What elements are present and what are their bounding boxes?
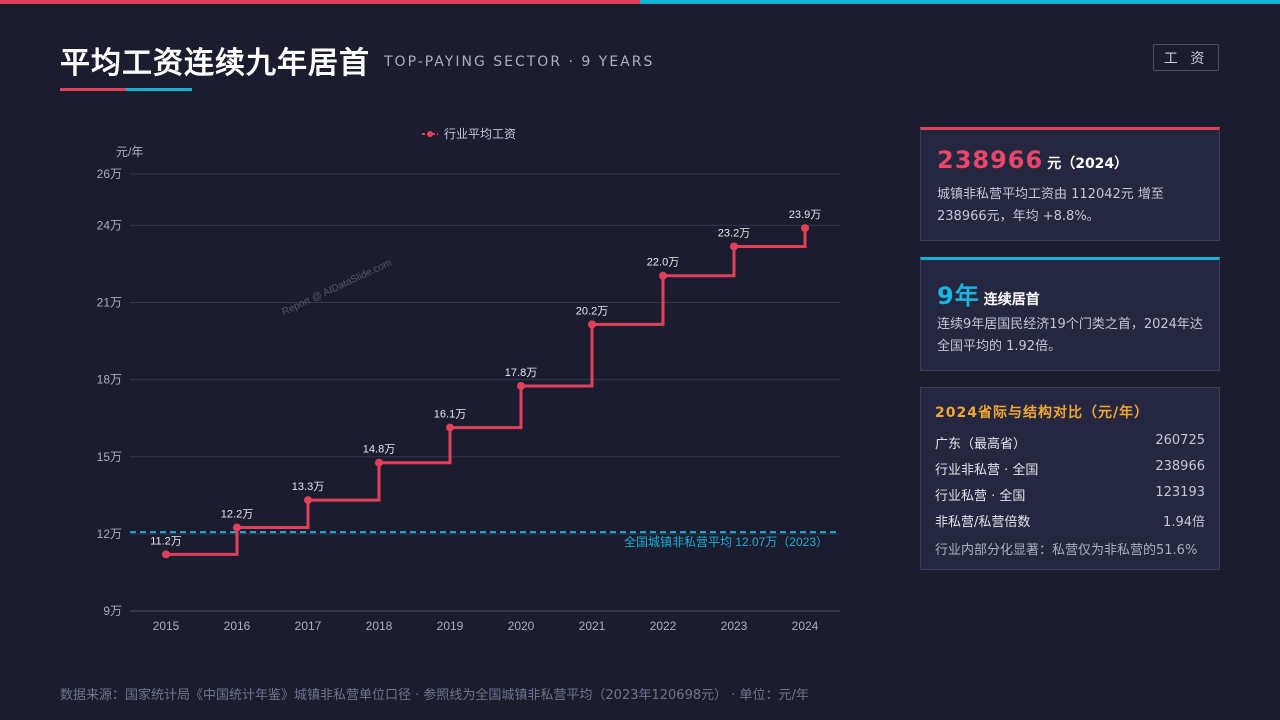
data-label: 22.0万 <box>647 257 679 269</box>
comparison-row-label: 广东（最高省） <box>935 437 1027 452</box>
comparison-row-label: 行业私营 · 全国 <box>935 489 1026 504</box>
data-label: 12.2万 <box>221 509 253 521</box>
data-point <box>730 242 738 251</box>
comparison-row-value: 123193 <box>1155 485 1205 500</box>
data-label: 14.8万 <box>363 444 395 456</box>
card-consecutive-years: 9年 连续居首 连续9年居国民经济19个门类之首，2024年达全国平均的 1.92… <box>920 257 1220 371</box>
data-point <box>304 496 312 505</box>
x-tick-label: 2024 <box>792 619 819 633</box>
legend-label: 行业平均工资 <box>444 127 516 141</box>
title-underline <box>60 88 192 91</box>
comparison-row-label: 非私营/私营倍数 <box>935 515 1031 530</box>
card-comparison: 2024省际与结构对比（元/年） 广东（最高省） 260725 行业非私营 · … <box>920 387 1220 570</box>
x-tick-label: 2017 <box>295 619 322 633</box>
top-accent-bar <box>0 0 1280 4</box>
data-point <box>233 523 241 532</box>
data-point <box>517 381 525 390</box>
card-average-wage: 238966 元（2024） 城镇非私营平均工资由 112042元 增至 2389… <box>920 127 1220 241</box>
x-tick-label: 2020 <box>508 619 535 633</box>
page-title: 平均工资连续九年居首 <box>60 46 370 81</box>
comparison-row: 非私营/私营倍数 1.94倍 <box>935 511 1205 531</box>
data-label: 11.2万 <box>150 535 182 547</box>
comparison-row: 行业非私营 · 全国 238966 <box>935 459 1205 479</box>
reference-line-label: 全国城镇非私营平均 12.07万（2023） <box>624 534 828 549</box>
category-tag: 工 资 <box>1153 44 1219 71</box>
x-tick-label: 2015 <box>153 619 180 633</box>
card-average-wage-unit: 元（2024） <box>1047 156 1129 172</box>
y-tick-label: 12万 <box>97 527 122 541</box>
data-label: 23.2万 <box>718 227 750 239</box>
card-years-desc: 连续9年居国民经济19个门类之首，2024年达全国平均的 1.92倍。 <box>937 317 1203 354</box>
data-label: 23.9万 <box>789 209 821 221</box>
comparison-row-value: 260725 <box>1155 433 1205 448</box>
data-label: 17.8万 <box>505 367 537 379</box>
card-years-number: 9年 <box>937 282 980 310</box>
x-tick-label: 2021 <box>579 619 606 633</box>
y-tick-label: 26万 <box>97 167 122 181</box>
comparison-row: 行业私营 · 全国 123193 <box>935 485 1205 505</box>
legend-swatch-dot <box>427 131 433 137</box>
watermark: Report @ AIDataSlide.com <box>280 257 393 318</box>
x-tick-label: 2016 <box>224 619 251 633</box>
data-point <box>446 423 454 432</box>
series-step-line <box>166 228 807 556</box>
data-point <box>801 224 809 233</box>
comparison-row-label: 行业非私营 · 全国 <box>935 463 1039 478</box>
comparison-note: 行业内部分化显著：私营仅为非私营的51.6% <box>935 543 1198 558</box>
data-label: 13.3万 <box>292 481 324 493</box>
data-point <box>375 458 383 467</box>
comparison-row-value: 238966 <box>1155 459 1205 474</box>
card-years-unit: 连续居首 <box>983 292 1040 308</box>
card-average-wage-number: 238966 <box>937 146 1044 174</box>
x-tick-label: 2023 <box>721 619 748 633</box>
x-tick-label: 2022 <box>650 619 677 633</box>
x-tick-label: 2018 <box>366 619 393 633</box>
y-tick-label: 24万 <box>97 218 122 232</box>
data-point <box>659 271 667 280</box>
y-axis-unit: 元/年 <box>116 145 143 159</box>
x-tick-label: 2019 <box>437 619 464 633</box>
wage-step-chart: 9万 12万 15万 18万 21万 24万 26万 元/年 2015 2016 2017 2018 2… <box>97 127 840 633</box>
page-subtitle: TOP-PAYING SECTOR · 9 YEARS <box>384 54 655 70</box>
y-tick-label: 15万 <box>97 450 122 464</box>
comparison-heading: 2024省际与结构对比（元/年） <box>935 405 1150 421</box>
comparison-row: 广东（最高省） 260725 <box>935 433 1205 453</box>
y-tick-label: 21万 <box>97 296 122 310</box>
data-label: 20.2万 <box>576 305 608 317</box>
comparison-row-value: 1.94倍 <box>1163 515 1205 530</box>
y-tick-label: 18万 <box>97 373 122 387</box>
data-point <box>588 320 596 329</box>
data-label: 16.1万 <box>434 409 466 421</box>
y-tick-label: 9万 <box>103 604 122 618</box>
card-average-wage-desc: 城镇非私营平均工资由 112042元 增至 238966元，年均 +8.8%。 <box>937 187 1164 224</box>
data-point <box>162 550 170 559</box>
source-footer: 数据来源：国家统计局《中国统计年鉴》城镇非私营单位口径 · 参照线为全国城镇非私… <box>60 688 809 703</box>
